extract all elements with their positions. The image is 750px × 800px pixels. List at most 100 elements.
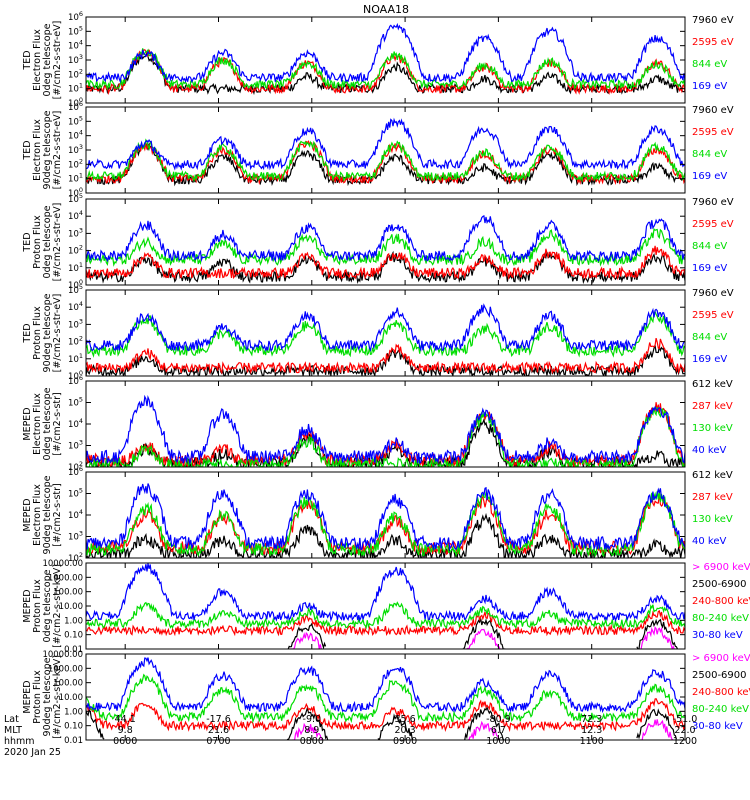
- legend-entry: 30-80 keV: [692, 721, 743, 732]
- series-line-40-kev: [86, 483, 685, 552]
- y-tick-label: 0.10: [64, 631, 83, 641]
- x-tick-value: 0700: [206, 736, 230, 747]
- y-tick-label: 100.00: [53, 679, 83, 689]
- legend-entry: 612 keV: [692, 470, 733, 481]
- y-tick-label: 10.00: [59, 693, 83, 703]
- series-line-2595-ev: [86, 140, 685, 186]
- legend-entry: 7960 eV: [692, 105, 734, 116]
- y-tick-label: 10000.00: [42, 650, 83, 660]
- y-axis-label: TEDProton Flux90deg telescope[#/cm2-s-st…: [22, 293, 63, 372]
- legend-entry: 844 eV: [692, 59, 727, 70]
- series-line-30-80-kev: [86, 563, 685, 623]
- panel-frame: [85, 289, 686, 377]
- series-line-844-ev: [86, 138, 685, 183]
- date-label: 2020 Jan 25: [4, 747, 61, 758]
- legend: 7960 eV 2595 eV 844 eV 169 eV: [692, 15, 734, 92]
- y-tick-label: 0.10: [64, 722, 83, 732]
- legend-entry: 7960 eV: [692, 288, 734, 299]
- series-line-169-ev: [86, 214, 685, 263]
- x-tick-value: 9.8: [118, 725, 133, 736]
- series-line-240-800-kev: [86, 609, 685, 637]
- series-line-2595-ev: [86, 337, 685, 375]
- panel-frame: [85, 198, 686, 286]
- x-tick-value: 0900: [393, 736, 417, 747]
- legend: 612 keV 287 keV 130 keV 40 keV: [692, 470, 733, 547]
- y-axis-label: MEPEDElectron Flux90deg telescope[#/cm2-…: [22, 475, 63, 554]
- y-tick-label: 0.01: [64, 736, 83, 746]
- y-axis-label: MEPEDProton Flux90deg telescope[#/cm2-s-…: [22, 655, 63, 739]
- legend-entry: 2595 eV: [692, 219, 734, 230]
- series-line-30-80-kev: [86, 657, 685, 714]
- legend-entry: 2595 eV: [692, 310, 734, 321]
- x-tick-value: 1100: [580, 736, 604, 747]
- x-row-label: hhmm: [4, 736, 35, 747]
- y-axis-label: TEDProton Flux0deg telescope[#/cm2-s-str…: [22, 203, 63, 282]
- legend-entry: 7960 eV: [692, 197, 734, 208]
- x-tick-value: 72.3: [581, 714, 602, 725]
- x-row-label: Lat: [4, 714, 19, 725]
- legend-entry: 2500-6900: [692, 670, 747, 681]
- legend-entry: 80-240 keV: [692, 613, 749, 624]
- series-line-80-240-kev: [86, 673, 685, 724]
- legend-entry: 287 keV: [692, 492, 733, 503]
- y-tick-label: 10000.00: [42, 559, 83, 569]
- legend-entry: 2500-6900: [692, 579, 747, 590]
- legend-entry: 40 keV: [692, 445, 726, 456]
- x-tick-value: 22.0: [674, 725, 695, 736]
- series-line-240-800-kev: [86, 697, 685, 733]
- series-line-130-kev: [86, 406, 685, 467]
- y-axis-label: TEDElectron Flux90deg telescope[#/cm2-s-…: [22, 110, 63, 189]
- legend-entry: 2595 eV: [692, 37, 734, 48]
- legend-entry: 169 eV: [692, 354, 727, 365]
- y-tick-label: 0.01: [64, 645, 83, 655]
- series-line-169-ev: [86, 117, 685, 171]
- legend: 7960 eV 2595 eV 844 eV 169 eV: [692, 288, 734, 365]
- legend-entry: > 6900 keV: [692, 562, 750, 573]
- legend-entry: 30-80 keV: [692, 630, 743, 641]
- legend: > 6900 keV 2500-6900 240-800 keV 80-240 keV…: [692, 562, 750, 641]
- x-tick-value: 0600: [113, 736, 137, 747]
- x-tick-value: 21.6: [208, 725, 229, 736]
- figure-title: NOAA18: [363, 3, 409, 16]
- x-tick-value: 1200: [673, 736, 697, 747]
- panel-7: 0.01 0.10 1.00 10.00 100.00 1000.00 10000.00ME…: [22, 559, 750, 655]
- y-axis-label: MEPEDElectron Flux0deg telescope[#/cm2-s…: [22, 387, 63, 460]
- x-tick-value: 6.7: [491, 725, 506, 736]
- x-tick-value: -9.0: [303, 714, 322, 725]
- panel-8: 0.01 0.10 1.00 10.00 100.00 1000.00 10000.00ME…: [22, 650, 750, 746]
- legend-entry: 7960 eV: [692, 15, 734, 26]
- x-tick-value: 44.1: [115, 714, 136, 725]
- legend-entry: 2595 eV: [692, 127, 734, 138]
- x-tick-value: 12.3: [581, 725, 602, 736]
- legend: 612 keV 287 keV 130 keV 40 keV: [692, 379, 733, 456]
- x-tick-value: 0800: [300, 736, 324, 747]
- legend: 7960 eV 2595 eV 844 eV 169 eV: [692, 105, 734, 182]
- series-line-7960-ev: [86, 51, 685, 96]
- y-tick-label: 10.00: [59, 602, 83, 612]
- series-line--6900-kev: [290, 626, 676, 649]
- legend-entry: 169 eV: [692, 171, 727, 182]
- legend-entry: 80-240 keV: [692, 704, 749, 715]
- series-line-7960-ev: [86, 343, 685, 376]
- series-line-80-240-kev: [86, 601, 685, 630]
- series-line-40-kev: [86, 394, 685, 466]
- x-tick-value: 20.3: [395, 725, 416, 736]
- series-line-2500-6900: [287, 618, 679, 649]
- legend-entry: 130 keV: [692, 514, 733, 525]
- legend-entry: 612 keV: [692, 379, 733, 390]
- x-tick-value: -51.0: [673, 714, 698, 725]
- y-tick-label: 1000.00: [48, 573, 83, 583]
- series-line-2595-ev: [86, 245, 685, 281]
- series-line-612-kev: [86, 512, 685, 558]
- legend-entry: 240-800 keV: [692, 596, 750, 607]
- y-tick-label: 100.00: [53, 588, 83, 598]
- legend-entry: 844 eV: [692, 332, 727, 343]
- x-tick-value: -80.9: [486, 714, 511, 725]
- x-tick-value: 1000: [486, 736, 510, 747]
- series-line-169-ev: [86, 303, 685, 352]
